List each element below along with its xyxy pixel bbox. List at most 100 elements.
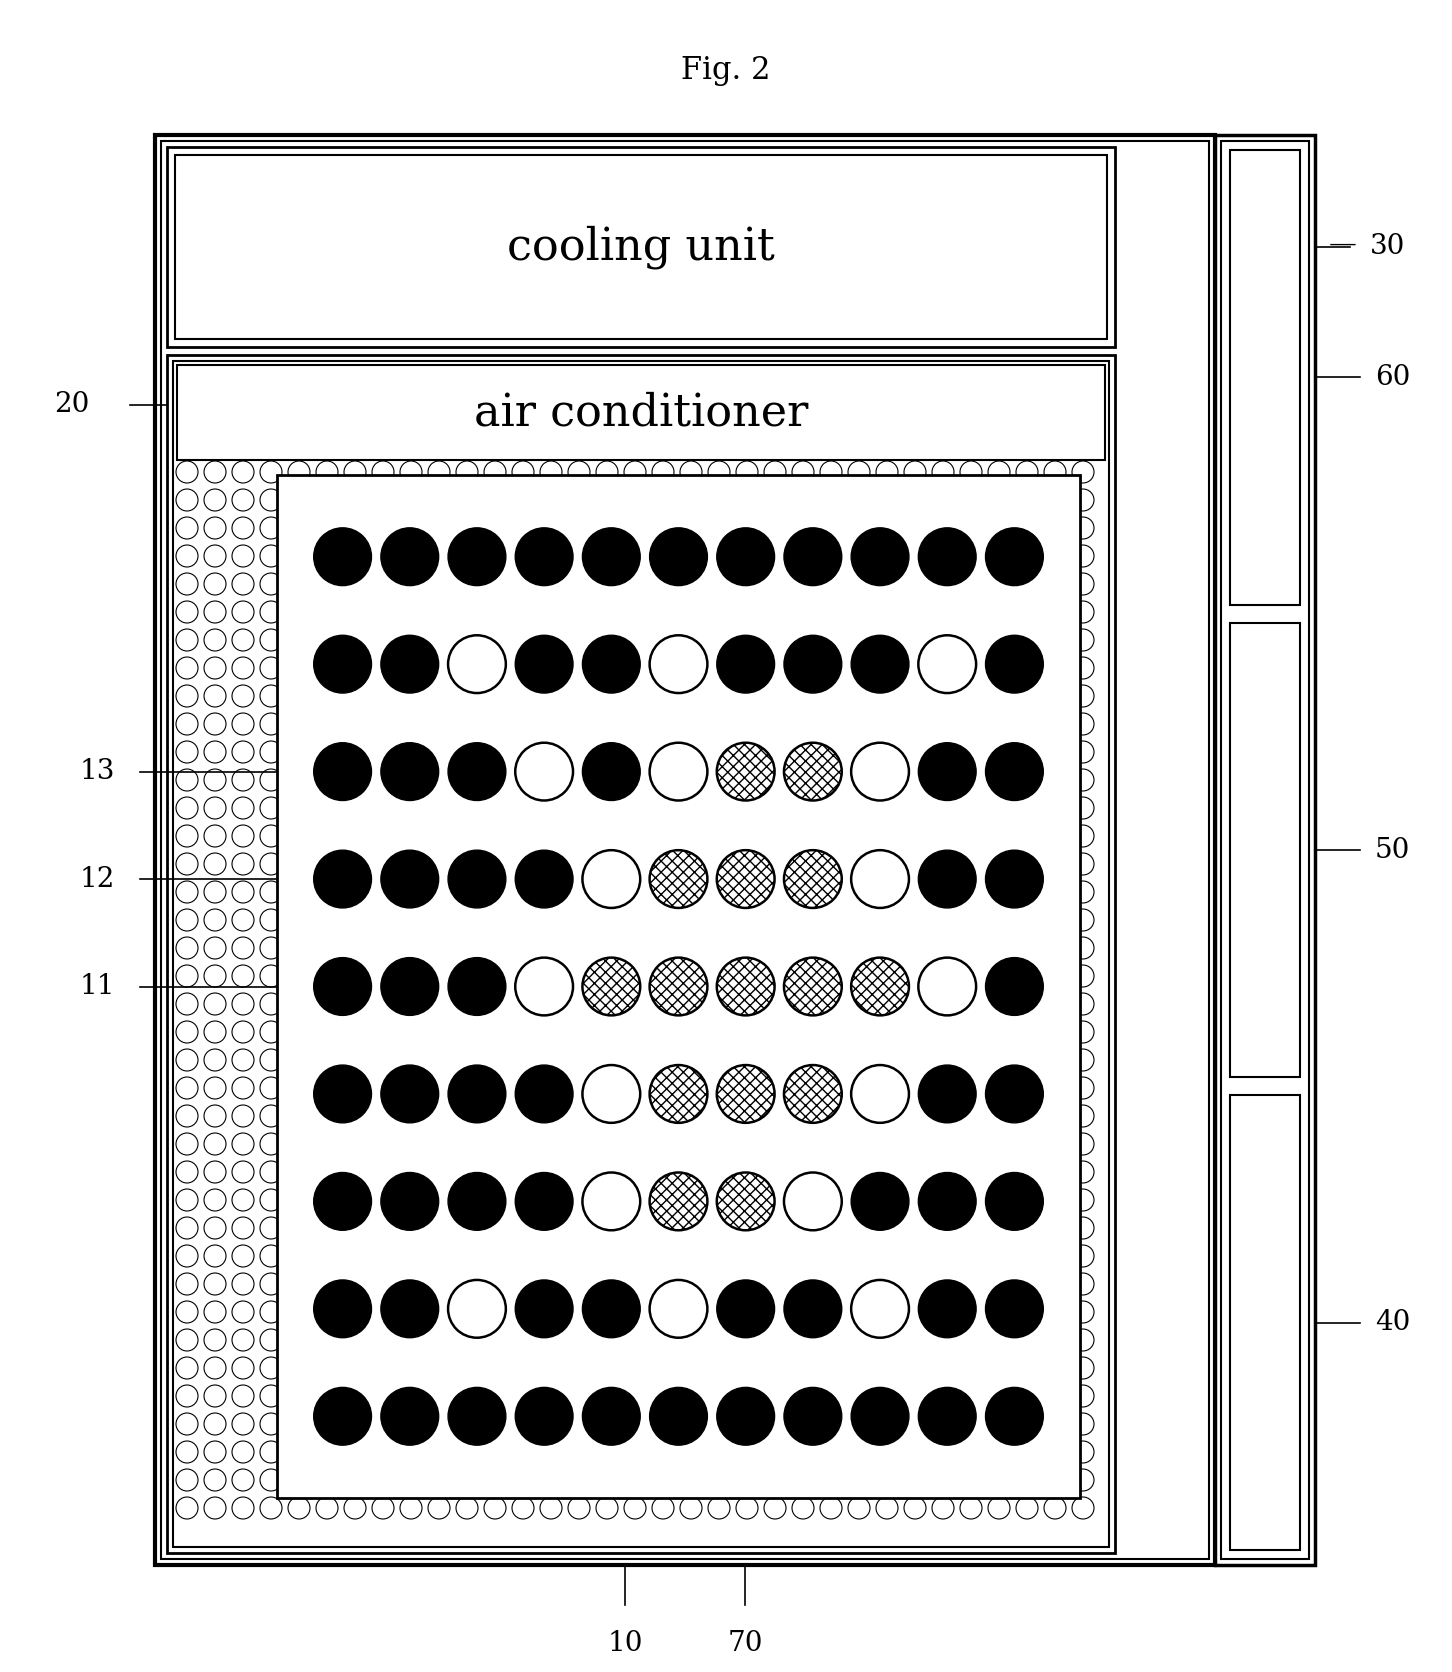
Circle shape — [540, 1496, 562, 1518]
Circle shape — [232, 657, 254, 679]
Circle shape — [232, 1272, 254, 1296]
Circle shape — [176, 1329, 197, 1351]
Circle shape — [582, 849, 640, 908]
Circle shape — [918, 1388, 976, 1445]
Text: 10: 10 — [607, 1630, 643, 1657]
Circle shape — [582, 528, 640, 585]
Text: cooling unit: cooling unit — [507, 226, 775, 269]
Circle shape — [515, 958, 574, 1015]
Circle shape — [1072, 629, 1093, 650]
Circle shape — [380, 1388, 439, 1445]
Bar — [176, 155, 1106, 339]
Circle shape — [176, 629, 197, 650]
Circle shape — [260, 629, 282, 650]
Circle shape — [1072, 881, 1093, 903]
Circle shape — [203, 965, 227, 986]
Circle shape — [515, 849, 574, 908]
Circle shape — [784, 1281, 842, 1338]
Circle shape — [918, 742, 976, 801]
Circle shape — [918, 635, 976, 694]
Circle shape — [176, 853, 197, 874]
Circle shape — [380, 1065, 439, 1124]
Circle shape — [380, 849, 439, 908]
Circle shape — [649, 1065, 707, 1124]
Circle shape — [649, 849, 707, 908]
Circle shape — [314, 1281, 372, 1338]
Text: 60: 60 — [1375, 364, 1410, 391]
Circle shape — [1072, 1441, 1093, 1463]
Circle shape — [449, 528, 505, 585]
Circle shape — [1072, 600, 1093, 624]
Circle shape — [986, 849, 1044, 908]
Circle shape — [736, 461, 758, 483]
Circle shape — [784, 1172, 842, 1231]
Circle shape — [851, 1065, 909, 1124]
Circle shape — [232, 1105, 254, 1127]
Circle shape — [203, 1496, 227, 1518]
Circle shape — [232, 1160, 254, 1184]
Text: 12: 12 — [80, 866, 115, 893]
Circle shape — [932, 1496, 954, 1518]
Circle shape — [851, 742, 909, 801]
Circle shape — [314, 849, 372, 908]
Circle shape — [764, 461, 786, 483]
Circle shape — [449, 635, 505, 694]
Circle shape — [851, 1388, 909, 1445]
Circle shape — [784, 742, 842, 801]
Circle shape — [203, 712, 227, 736]
Circle shape — [203, 1301, 227, 1323]
Circle shape — [176, 1022, 197, 1043]
Circle shape — [736, 1496, 758, 1518]
Text: 20: 20 — [55, 391, 90, 418]
Circle shape — [203, 1413, 227, 1435]
Circle shape — [791, 461, 815, 483]
Circle shape — [317, 461, 338, 483]
Circle shape — [582, 1388, 640, 1445]
Circle shape — [784, 1065, 842, 1124]
Circle shape — [1072, 573, 1093, 595]
Circle shape — [232, 965, 254, 986]
Circle shape — [1072, 1077, 1093, 1099]
Circle shape — [649, 1172, 707, 1231]
Circle shape — [717, 742, 774, 801]
Circle shape — [399, 1496, 423, 1518]
Circle shape — [203, 1134, 227, 1155]
Circle shape — [791, 1496, 815, 1518]
Circle shape — [851, 1172, 909, 1231]
Circle shape — [449, 1172, 505, 1231]
Circle shape — [232, 573, 254, 595]
Circle shape — [484, 1496, 505, 1518]
Circle shape — [1072, 853, 1093, 874]
Circle shape — [203, 910, 227, 931]
Circle shape — [905, 461, 926, 483]
Circle shape — [652, 461, 674, 483]
Circle shape — [717, 1172, 774, 1231]
Circle shape — [449, 1065, 505, 1124]
Bar — [167, 354, 1115, 1553]
Circle shape — [649, 1388, 707, 1445]
Circle shape — [515, 1388, 574, 1445]
Circle shape — [232, 600, 254, 624]
Circle shape — [203, 769, 227, 791]
Circle shape — [260, 993, 282, 1015]
Circle shape — [1072, 1329, 1093, 1351]
Circle shape — [582, 742, 640, 801]
Circle shape — [260, 1160, 282, 1184]
Circle shape — [1016, 461, 1038, 483]
Circle shape — [1072, 1358, 1093, 1379]
Circle shape — [515, 1172, 574, 1231]
Circle shape — [918, 1172, 976, 1231]
Circle shape — [918, 958, 976, 1015]
Circle shape — [260, 1077, 282, 1099]
Circle shape — [232, 993, 254, 1015]
Circle shape — [717, 1065, 774, 1124]
Circle shape — [960, 461, 982, 483]
Circle shape — [624, 461, 646, 483]
Circle shape — [709, 461, 730, 483]
Circle shape — [652, 1496, 674, 1518]
Circle shape — [260, 1048, 282, 1072]
Circle shape — [203, 1358, 227, 1379]
Circle shape — [456, 461, 478, 483]
Circle shape — [203, 488, 227, 512]
Bar — [155, 135, 1215, 1565]
